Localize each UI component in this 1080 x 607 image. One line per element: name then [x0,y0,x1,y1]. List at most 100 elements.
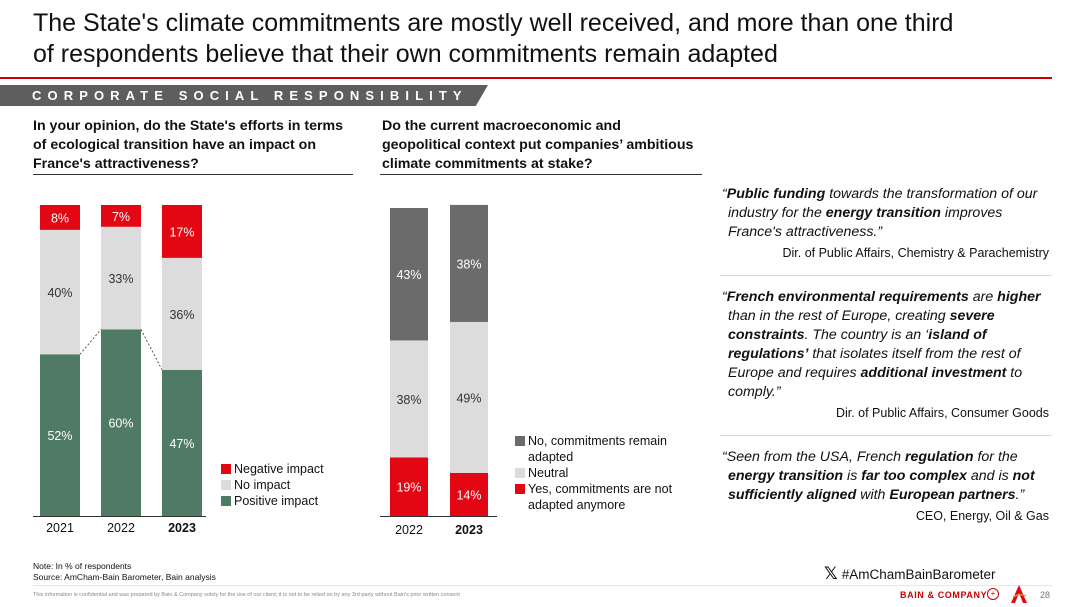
legend-swatch [515,484,525,494]
quote-segment: “ [722,289,727,305]
section-band: CORPORATE SOCIAL RESPONSIBILITY [0,85,488,106]
data-label: 7% [112,210,130,224]
quote-segment: with [856,487,890,503]
legend-swatch [515,468,525,478]
x-logo-icon: 𝕏 [824,564,838,583]
hashtag-text: #AmChamBainBarometer [841,566,996,582]
category-label: 2021 [46,521,74,535]
page-title: The State's climate commitments are most… [33,8,1063,70]
quote-emphasis: not sufficiently aligned [728,468,1035,503]
quote-segment: “ [722,186,727,202]
legend-commitments: No, commitments remain adapted Neutral Yes… [515,433,685,513]
quote-segment: .” [1015,487,1025,503]
legend-swatch [221,480,231,490]
legend-item: No, commitments remain adapted [515,433,685,465]
legend-label: No impact [234,478,291,492]
category-label: 2023 [168,521,196,535]
page-number: 28 [1040,590,1051,600]
bar-segment [101,226,141,330]
quote-segment: is [843,468,862,484]
data-label: 8% [51,211,69,225]
legend-label: Yes, commitments are not adapted anymore [528,482,673,512]
legend-item: Yes, commitments are not adapted anymore [515,481,685,513]
legend-item: No impact [221,477,324,493]
bar-segment [101,205,141,227]
bar-segment [40,205,80,230]
source-text: Source: AmCham-Bain Barometer, Bain anal… [33,571,216,582]
legend-label: No, commitments remain adapted [528,434,667,464]
bar-segment [40,229,80,355]
connector-line [79,329,102,355]
bain-logo: BAIN & COMPANY [900,590,988,600]
quote-attribution: Dir. of Public Affairs, Consumer Goods [835,406,1049,420]
legend-item: Neutral [515,465,685,481]
bar-segment [162,257,202,370]
quote: “Seen from the USA, French regulation fo… [712,448,1052,526]
quote-text: “Public funding towards the transformati… [712,185,1052,242]
quote-segment: are [968,289,998,305]
data-label: 52% [47,429,72,443]
amcham-logo-icon [1011,585,1027,603]
question-2: Do the current macroeconomic and geopoli… [382,118,694,172]
legend-swatch [515,436,525,446]
quote-emphasis: far too complex [861,468,967,484]
data-label: 17% [169,225,194,239]
quote-emphasis: energy transition [825,205,941,221]
legend-swatch [221,496,231,506]
quote: “French environmental requirements are h… [712,288,1052,423]
title-line-1: The State's climate commitments are most… [33,9,954,37]
section-label: CORPORATE SOCIAL RESPONSIBILITY [32,88,468,103]
quote-text: “Seen from the USA, French regulation fo… [712,448,1052,505]
quotes-panel: “Public funding towards the transformati… [712,185,1052,526]
quote-segment: to comply.” [728,365,1023,400]
bar-segment [101,329,141,516]
footnote: Note: In % of respondents Source: AmCham… [33,561,216,582]
connector-line [140,329,163,371]
quote-divider [720,435,1052,436]
data-label: 40% [47,286,72,300]
bar-segment [162,369,202,516]
quote: “Public funding towards the transformati… [712,185,1052,263]
quote-emphasis: French environmental requirements [726,289,969,305]
quote-segment: than in the rest of Europe, creating [728,308,950,324]
quote-attribution: Dir. of Public Affairs, Chemistry & Para… [782,246,1049,260]
note-text: Note: In % of respondents [33,561,132,571]
quote-segment: improves France's attractiveness.” [728,205,1003,240]
quote-emphasis: severe constraints [728,308,995,343]
legend-label: Positive impact [234,494,319,508]
category-label: 2022 [107,521,135,535]
quote-segment: that isolates itself from the rest of Eu… [728,346,1021,381]
quote-emphasis: Public funding [726,186,826,202]
bar-segment [162,205,202,258]
title-divider [0,77,1052,79]
quote-emphasis: energy transition [728,468,844,484]
legend-item: Positive impact [221,493,324,509]
quote-text: “French environmental requirements are h… [712,288,1052,402]
quote-segment: and is [966,468,1013,484]
quote-emphasis: additional investment [860,365,1007,381]
quote-emphasis: regulation [904,449,974,465]
quote-segment: for the [973,449,1018,465]
legend-attractiveness: Negative impact No impact Positive impact [221,461,324,509]
data-label: 60% [108,417,133,431]
quote-segment: . The country is an ‘ [804,327,929,343]
legend-swatch [221,464,231,474]
quote-segment: “Seen from the USA, French [722,449,905,465]
quote-divider [720,275,1052,276]
title-line-2: of respondents believe that their own co… [33,40,778,68]
legend-label: Neutral [528,466,569,480]
quote-segment: towards the transformation of our indust… [728,186,1038,221]
data-label: 36% [169,308,194,322]
footer-divider [33,585,1053,586]
hashtag[interactable]: 𝕏 #AmChamBainBarometer [824,564,996,584]
question-1-rule [33,174,353,175]
question-1: In your opinion, do the State's efforts … [33,118,344,172]
bain-mark-icon: + [987,588,999,600]
data-label: 47% [169,437,194,451]
disclaimer: This information is confidential and was… [33,592,460,598]
legend-label: Negative impact [234,462,324,476]
data-label: 33% [108,272,133,286]
quote-emphasis: European partners [889,487,1016,503]
legend-item: Negative impact [221,461,324,477]
